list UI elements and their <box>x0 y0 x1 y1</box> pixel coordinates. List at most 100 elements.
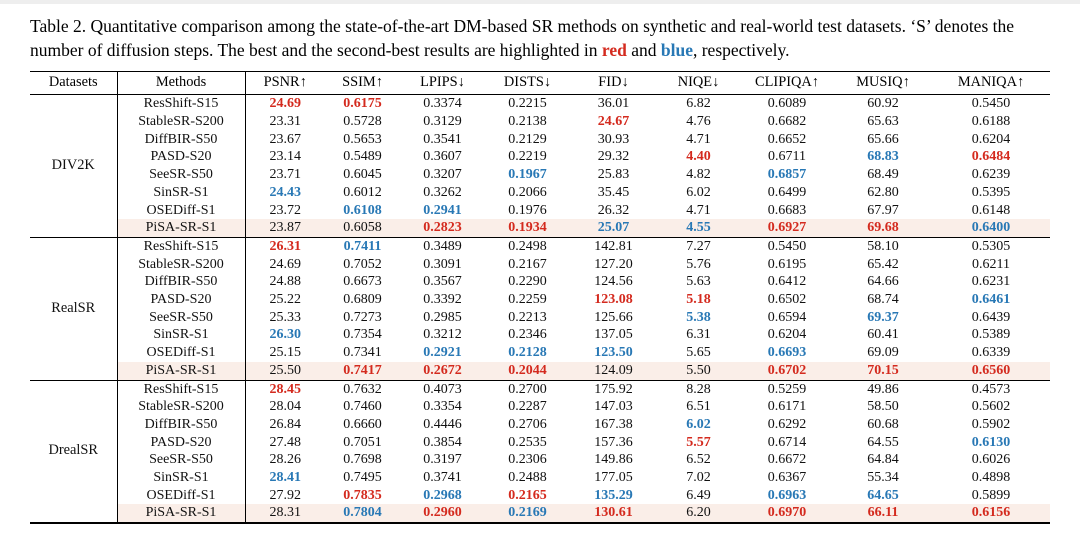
metric-value: 0.6239 <box>971 167 1011 183</box>
table-row: DrealSR ResShift-S15 28.45 0.7632 0.4073 0.27… <box>30 379 1050 524</box>
table-row: DiffBIR-S50 24.88 0.6673 0.3567 0.2290 124.56… <box>30 273 1050 292</box>
metric-value: 0.3567 <box>423 274 462 290</box>
metric-value: 124.09 <box>594 362 633 378</box>
metric-value: 0.3541 <box>423 131 462 147</box>
metric-value: 4.82 <box>686 167 711 183</box>
metric-value: 24.69 <box>269 256 302 272</box>
metric-value: 4.76 <box>686 113 711 129</box>
metric-value: 0.2700 <box>485 379 570 399</box>
metric-value: 28.04 <box>269 399 302 415</box>
column-header: SSIM↑ <box>325 71 400 96</box>
metric-value: 0.6045 <box>343 167 382 183</box>
metric-value: 0.2672 <box>423 362 462 378</box>
metric-value: 125.66 <box>594 309 633 325</box>
column-header: MANIQA↑ <box>932 71 1050 96</box>
metric-value: 24.69 <box>269 96 302 112</box>
metric-value: 0.7495 <box>343 470 382 486</box>
metric-value: 36.01 <box>597 96 630 112</box>
metric-value: 0.5653 <box>343 131 382 147</box>
metric-value: 0.7835 <box>343 487 382 503</box>
metric-value: 0.6693 <box>767 345 807 361</box>
method-label: OSEDiff-S1 <box>117 486 246 505</box>
metric-value: 0.3091 <box>423 256 462 272</box>
metric-value: 0.3197 <box>423 452 462 468</box>
metric-value: 6.02 <box>686 416 711 432</box>
metric-value: 0.5389 <box>971 327 1011 343</box>
metric-value: 5.65 <box>686 345 711 361</box>
metric-value: 0.6484 <box>971 149 1011 165</box>
metric-value: 68.49 <box>867 167 899 183</box>
metric-value: 26.32 <box>597 202 630 218</box>
metric-value: 0.7417 <box>343 362 382 378</box>
metric-value: 25.22 <box>269 292 302 308</box>
method-label: StableSR-S200 <box>117 112 246 131</box>
metric-value: 5.57 <box>686 434 711 450</box>
metric-value: 4.55 <box>686 220 711 236</box>
metric-value: 0.6195 <box>767 256 807 272</box>
metric-value: 123.50 <box>594 345 633 361</box>
method-label: ResShift-S15 <box>117 379 246 399</box>
metric-value: 135.29 <box>594 487 633 503</box>
metric-value: 0.7052 <box>343 256 382 272</box>
metric-value: 0.3854 <box>423 434 462 450</box>
metric-value: 0.6660 <box>343 416 382 432</box>
metric-value: 65.66 <box>867 131 899 147</box>
table-row: DIV2K ResShift-S15 24.69 0.6175 0.3374 0.2215… <box>30 94 1050 238</box>
dataset-label: DIV2K <box>30 94 118 238</box>
metric-value: 67.97 <box>867 202 899 218</box>
metric-value: 0.6502 <box>767 292 807 308</box>
caption-red-word: red <box>601 40 627 61</box>
metric-value: 0.2985 <box>423 309 462 325</box>
metric-value: 23.72 <box>269 202 302 218</box>
metric-value: 69.37 <box>867 309 899 325</box>
method-label: DiffBIR-S50 <box>117 130 246 149</box>
method-label: PiSA-SR-S1 <box>117 361 246 381</box>
metric-value: 0.7632 <box>325 379 400 399</box>
metric-value: 24.43 <box>269 184 302 200</box>
metric-value: 127.20 <box>594 256 633 272</box>
metric-value: 69.09 <box>867 345 899 361</box>
table-row: OSEDiff-S1 23.72 0.6108 0.2941 0.1976 26.32 4.… <box>30 201 1050 220</box>
metric-value: 0.6171 <box>767 399 807 415</box>
metric-value: 25.50 <box>269 362 302 378</box>
metric-value: 65.63 <box>867 113 899 129</box>
metric-value: 0.5450 <box>971 96 1011 112</box>
metric-value: 0.6714 <box>767 434 807 450</box>
metric-value: 142.81 <box>570 236 657 256</box>
caption-text-between: and <box>626 40 661 61</box>
table-row: PiSA-SR-S1 25.50 0.7417 0.2672 0.2044 124.09 5… <box>30 361 1050 381</box>
metric-value: 0.6130 <box>971 434 1011 450</box>
metric-value: 0.6970 <box>767 505 807 521</box>
metric-value: 64.66 <box>867 274 899 290</box>
metric-value: 0.6499 <box>767 184 807 200</box>
metric-value: 26.31 <box>245 236 325 256</box>
column-header: PSNR↑ <box>245 71 325 96</box>
metric-value: 0.6089 <box>767 96 807 112</box>
metric-value: 0.2346 <box>508 327 547 343</box>
metric-value: 0.6204 <box>971 131 1011 147</box>
metric-value: 28.41 <box>269 470 302 486</box>
metric-value: 147.03 <box>594 399 633 415</box>
metric-value: 68.83 <box>867 149 899 165</box>
metric-value: 23.87 <box>269 220 302 236</box>
metric-value: 0.1934 <box>508 220 547 236</box>
metric-value: 64.84 <box>867 452 899 468</box>
metric-value: 0.2259 <box>508 292 547 308</box>
method-label: SinSR-S1 <box>117 469 246 487</box>
metric-value: 25.15 <box>269 345 302 361</box>
caption-text-before: Table 2. Quantitative comparison among t… <box>30 16 1015 61</box>
metric-value: 0.5395 <box>971 184 1011 200</box>
table-row: StableSR-S200 28.04 0.7460 0.3354 0.2287 147.… <box>30 398 1050 416</box>
metric-value: 0.5305 <box>932 236 1050 256</box>
metric-value: 0.2213 <box>508 309 547 325</box>
table-row: StableSR-S200 24.69 0.7052 0.3091 0.2167 127.… <box>30 255 1050 274</box>
metric-value: 167.38 <box>594 416 633 432</box>
metric-value: 0.5902 <box>971 416 1011 432</box>
metric-value: 0.4573 <box>932 379 1050 399</box>
table-row: SeeSR-S50 28.26 0.7698 0.3197 0.2306 149.86 6.… <box>30 451 1050 470</box>
metric-value: 0.2128 <box>508 345 547 361</box>
metric-value: 55.34 <box>867 470 899 486</box>
metric-value: 0.3392 <box>423 292 462 308</box>
metric-value: 27.92 <box>269 487 302 503</box>
table-caption: Table 2. Quantitative comparison among t… <box>30 14 1050 62</box>
